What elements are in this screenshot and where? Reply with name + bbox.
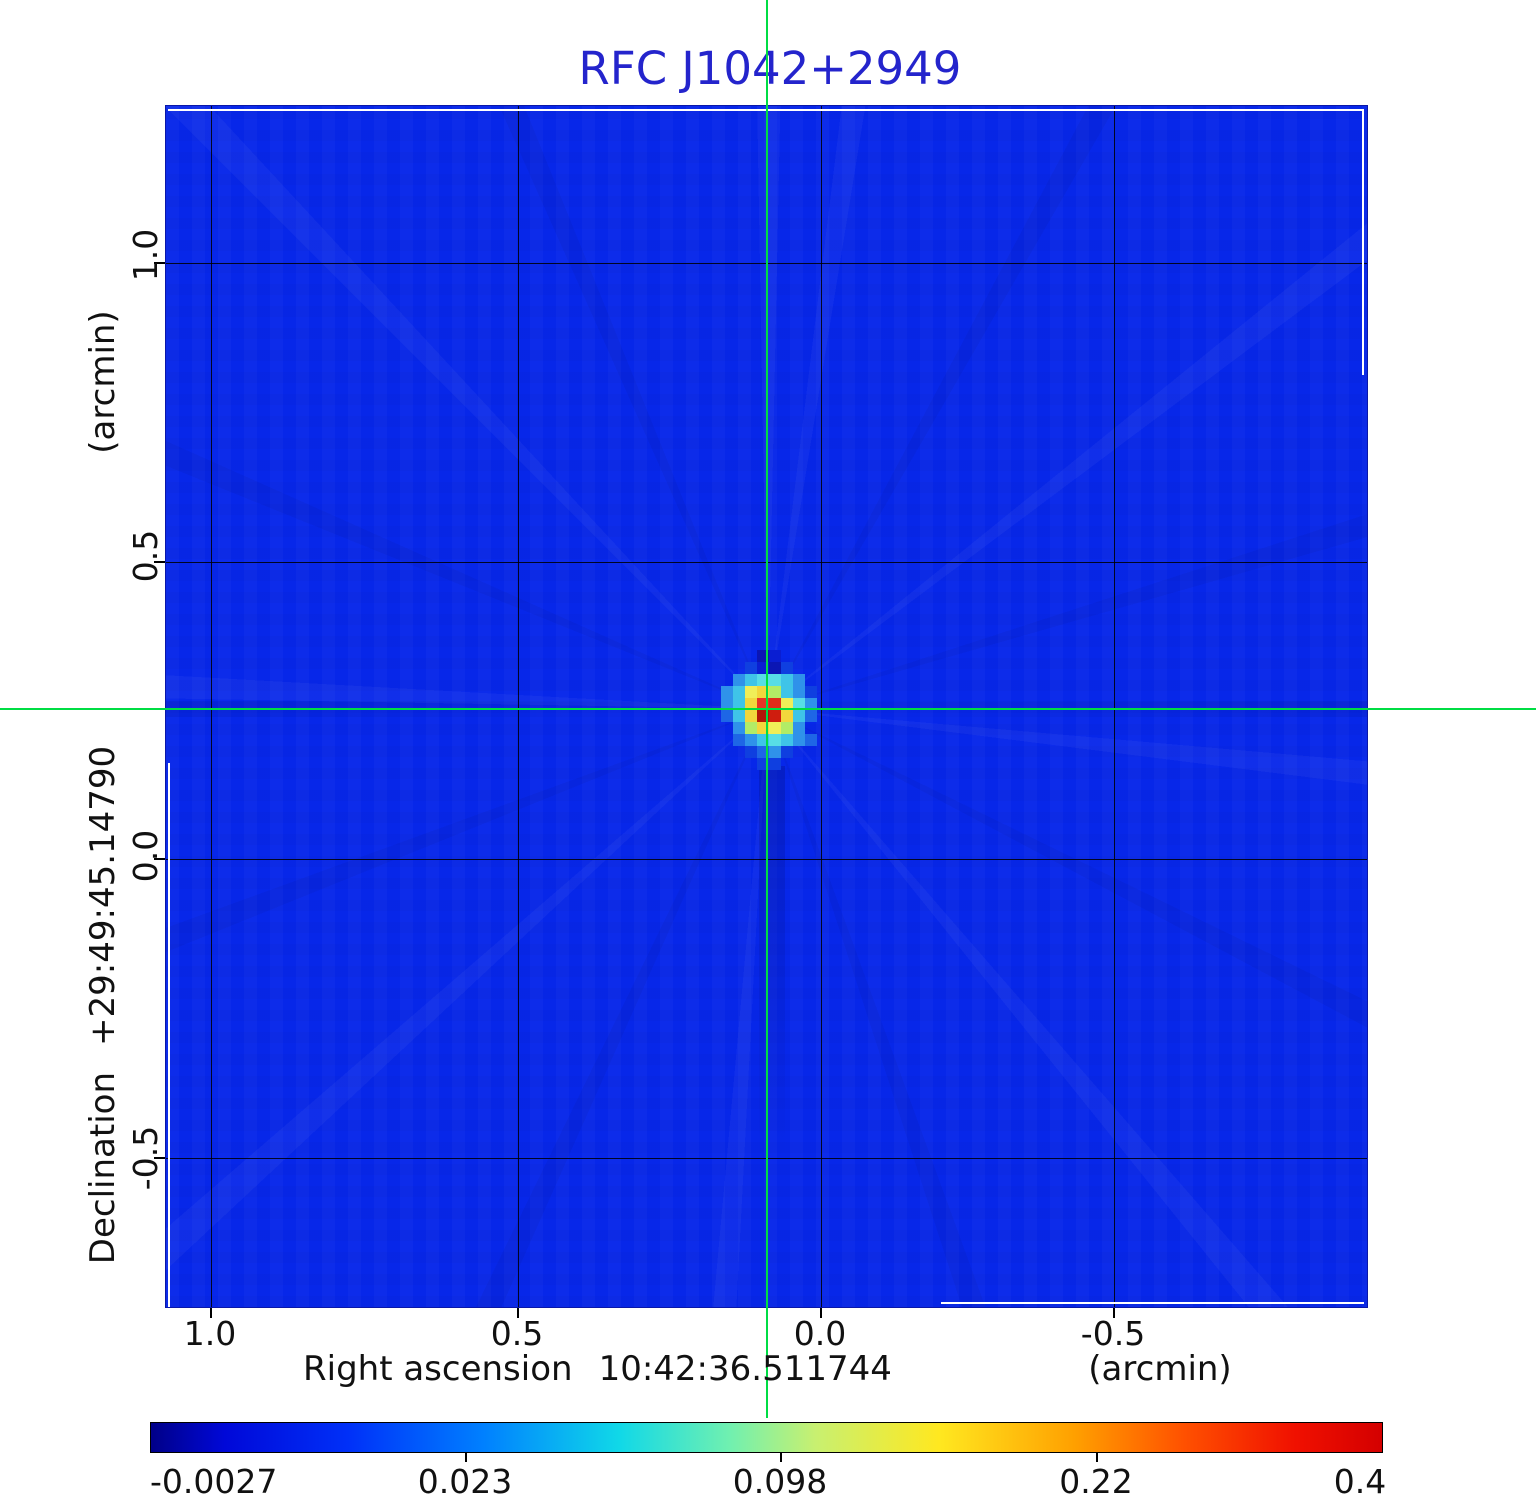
y-tick-label: 1.0 (126, 228, 165, 282)
source-pixel (805, 686, 817, 698)
source-pixel (745, 746, 757, 758)
y-tick-label: 0.0 (126, 829, 165, 883)
x-axis-title: Right ascension 10:42:36.511744 (303, 1349, 892, 1389)
source-pixel (769, 710, 781, 722)
source-pixel (793, 710, 805, 722)
source-pixel (781, 722, 793, 734)
source-pixel (721, 698, 733, 710)
colorbar-label: 0.4 (1333, 1462, 1387, 1501)
source-pixel (769, 698, 781, 710)
source-pixel (769, 746, 781, 758)
source-pixel (733, 698, 745, 710)
colorbar (150, 1422, 1383, 1453)
source-pixel (733, 710, 745, 722)
colorbar-label: -0.0027 (150, 1462, 278, 1501)
x-tick-label: 0.0 (793, 1314, 847, 1353)
source-pixel (805, 698, 817, 710)
source-pixel (721, 710, 733, 722)
source-pixel (769, 734, 781, 746)
gridline-x-0.5 (518, 106, 519, 1307)
y-tick-mark (154, 858, 165, 860)
y-tick-mark (154, 262, 165, 264)
x-tick-mark (517, 1308, 519, 1318)
y-tick-label: 0.5 (126, 529, 165, 583)
source-pixel (745, 686, 757, 698)
colorbar-tick-mark (780, 1453, 782, 1462)
figure-title: RFC J1042+2949 (578, 42, 962, 95)
source-pixel (793, 686, 805, 698)
y-axis-unit: (arcmin) (83, 310, 123, 454)
source-pixel (805, 734, 817, 746)
source-pixel (745, 674, 757, 686)
source-pixel (781, 734, 793, 746)
source-pixel (733, 722, 745, 734)
x-tick-label: 0.5 (490, 1314, 544, 1353)
y-axis-title: Declination +29:49:45.14790 (83, 655, 123, 1355)
source-pixel (769, 662, 781, 674)
source-pixel (745, 722, 757, 734)
source-pixel (781, 710, 793, 722)
x-axis-label: Right ascension (303, 1349, 573, 1389)
source-pixel (793, 734, 805, 746)
source-pixel (733, 734, 745, 746)
source-pixel (733, 674, 745, 686)
gridline-x-1.0 (211, 106, 212, 1307)
map-edge-artifact-right (1362, 109, 1364, 375)
source-pixel (745, 710, 757, 722)
y-tick-label: -0.5 (126, 1125, 165, 1191)
vertical-sidelobe-streak (759, 766, 785, 1286)
colorbar-tick-mark (1096, 1453, 1098, 1462)
source-pixel (781, 698, 793, 710)
x-tick-label: 1.0 (183, 1314, 237, 1353)
source-pixel (769, 650, 781, 662)
source-pixel (793, 698, 805, 710)
source-pixel (733, 686, 745, 698)
map-edge-artifact-left (168, 763, 170, 1307)
source-pixel (745, 734, 757, 746)
gridline-x--0.5 (1114, 106, 1115, 1307)
colorbar-label: 0.023 (417, 1462, 513, 1501)
y-axis-coordinate: +29:49:45.14790 (83, 745, 123, 1046)
source-pixel (781, 686, 793, 698)
source-pixel (805, 710, 817, 722)
source-pixel (781, 662, 793, 674)
source-pixel (769, 686, 781, 698)
source-pixel (769, 758, 781, 770)
source-pixel (793, 674, 805, 686)
x-tick-label: -0.5 (1080, 1314, 1146, 1353)
y-tick-mark (154, 1157, 165, 1159)
x-axis-unit: (arcmin) (1088, 1349, 1232, 1389)
source-pixel (721, 686, 733, 698)
source-pixel (769, 674, 781, 686)
colorbar-label: 0.098 (732, 1462, 828, 1501)
gridline-x-0.0 (821, 106, 822, 1307)
source-pixel (745, 662, 757, 674)
y-axis-label: Declination (83, 1071, 123, 1265)
source-pixel (745, 698, 757, 710)
map-edge-artifact-bottom (941, 1302, 1364, 1304)
source-pixel (793, 722, 805, 734)
source-pixel (781, 746, 793, 758)
crosshair-vertical-line (766, 0, 768, 1418)
x-axis-coordinate: 10:42:36.511744 (598, 1349, 892, 1389)
x-tick-mark (210, 1308, 212, 1318)
radio-source (709, 650, 829, 770)
crosshair-horizontal-line (0, 708, 1536, 710)
y-tick-mark (154, 561, 165, 563)
source-pixel (769, 722, 781, 734)
source-pixel (781, 674, 793, 686)
x-tick-mark (1113, 1308, 1115, 1318)
colorbar-tick-mark (465, 1453, 467, 1462)
x-tick-mark (820, 1308, 822, 1318)
colorbar-label: 0.22 (1059, 1462, 1133, 1501)
